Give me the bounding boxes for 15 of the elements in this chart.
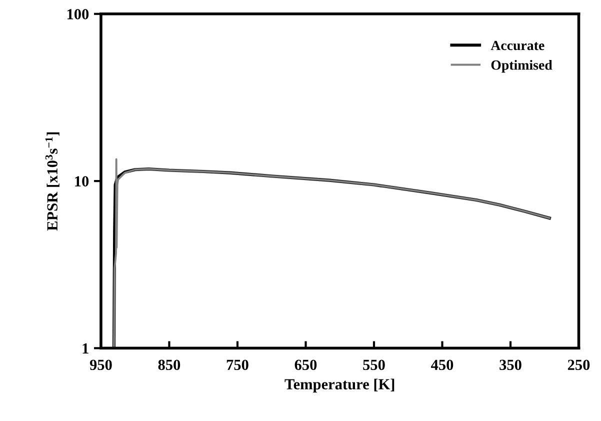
- x-tick-label: 750: [226, 360, 248, 370]
- x-tick-label: 550: [363, 360, 385, 370]
- x-axis-title: Temperature [K]: [284, 378, 394, 393]
- x-tick-label: 650: [294, 360, 317, 370]
- legend-label: Optimised: [491, 60, 552, 73]
- legend-label: Accurate: [490, 40, 544, 50]
- y-tick-label: 100: [67, 9, 89, 20]
- x-tick-label: 950: [90, 360, 112, 370]
- x-tick-label: 350: [500, 360, 522, 370]
- x-tick-label: 850: [158, 360, 180, 370]
- y-axis-title: EPSR [x10$^{3}$s$^{−1}$]: [45, 132, 60, 231]
- y-tick-label: 1: [82, 343, 88, 354]
- x-tick-label: 450: [431, 360, 454, 370]
- y-tick-label: 10: [75, 176, 89, 186]
- x-tick-label: 250: [568, 360, 590, 370]
